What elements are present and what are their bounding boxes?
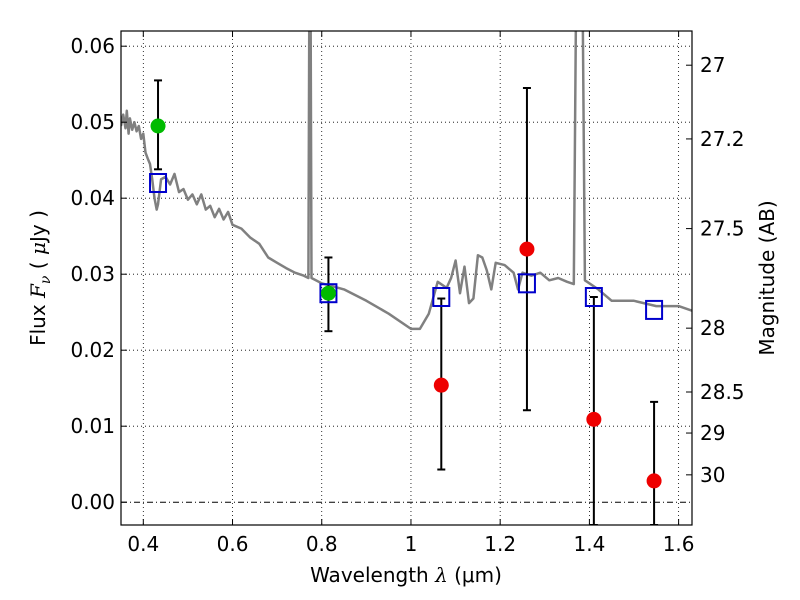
y-tick-label: 0.06 xyxy=(70,34,115,58)
y-tick-label: 0.05 xyxy=(70,110,115,134)
x-tick-label: 1.4 xyxy=(573,532,605,556)
model-point xyxy=(149,173,168,193)
x-tick-label: 1.6 xyxy=(663,532,695,556)
detection-point xyxy=(320,285,336,301)
right-tick-label: 30 xyxy=(700,463,725,487)
right-tick-label: 27 xyxy=(700,53,725,77)
nondetection-point xyxy=(586,411,602,427)
plot-background xyxy=(121,31,692,525)
nondetection-point xyxy=(519,241,535,257)
model-point xyxy=(319,283,338,304)
x-tick-label: 1 xyxy=(405,532,418,556)
y-tick-label: 0.04 xyxy=(70,186,115,210)
detection-point xyxy=(150,118,166,134)
right-axis-label: Magnitude (AB) xyxy=(755,200,779,355)
y-tick-label: 0.01 xyxy=(70,414,115,438)
y-axis-label: Flux Fν ( μJy ) xyxy=(26,210,54,346)
right-tick-label: 28.5 xyxy=(700,380,745,404)
x-axis-label: Wavelength λ (μm) xyxy=(310,563,502,587)
x-tick-label: 0.4 xyxy=(127,532,159,556)
model-point xyxy=(517,273,536,294)
x-tick-label: 0.6 xyxy=(217,532,249,556)
chart-marks xyxy=(149,79,664,525)
y-tick-label: 0.02 xyxy=(70,338,115,362)
x-tick-label: 1.2 xyxy=(484,532,516,556)
right-tick-label: 27.5 xyxy=(700,217,745,241)
model-point xyxy=(584,287,603,307)
model-point xyxy=(432,287,451,307)
y-tick-label: 0.03 xyxy=(70,262,115,286)
model-point xyxy=(645,299,664,320)
right-tick-label: 28 xyxy=(700,316,725,340)
y-tick-label: 0.00 xyxy=(70,490,115,514)
nondetection-point xyxy=(646,473,662,489)
right-tick-label: 27.2 xyxy=(700,127,745,151)
right-tick-label: 29 xyxy=(700,421,725,445)
plot-frame xyxy=(120,30,693,526)
axis-ticks: 0.4 0.6 0.8 1 1.2 1.4 1.6 0.00 0.01 0.02 0.03 0.04 0… xyxy=(70,31,745,556)
x-tick-label: 0.8 xyxy=(306,532,338,556)
nondetection-point xyxy=(433,377,449,393)
